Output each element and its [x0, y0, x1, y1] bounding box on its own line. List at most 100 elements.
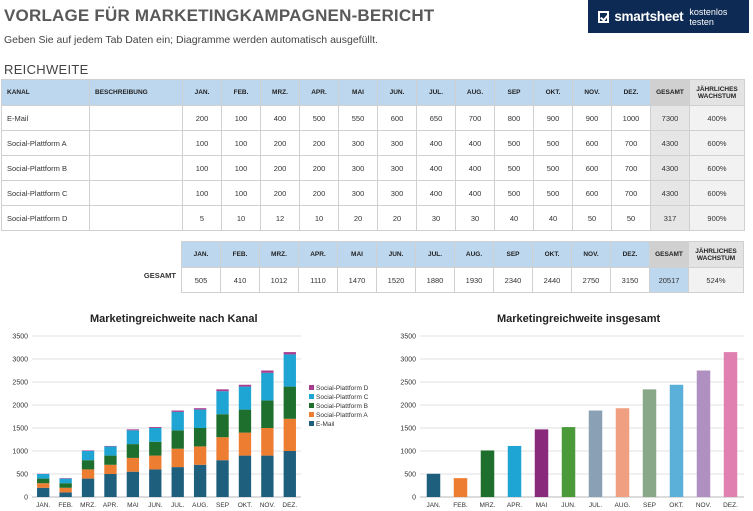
x-tick-label: MRZ. [480, 502, 496, 509]
month-value-cell[interactable]: 500 [533, 155, 573, 181]
header-cell: JUN. [377, 79, 417, 106]
total-bar [669, 384, 684, 497]
x-tick-label: SEP [643, 502, 656, 509]
stacked-bar-segment [81, 478, 95, 497]
month-value-cell[interactable]: 700 [455, 105, 495, 131]
month-value-cell[interactable]: 200 [299, 130, 339, 156]
month-value-cell[interactable]: 100 [221, 105, 261, 131]
stacked-bar-segment [216, 389, 229, 392]
y-tick-label: 2000 [12, 403, 28, 410]
stacked-bar-segment [238, 384, 252, 387]
description-cell[interactable] [89, 205, 183, 231]
stacked-bar-segment [37, 483, 50, 488]
total-month-cell: 410 [220, 267, 260, 293]
x-tick-label: APR. [103, 502, 118, 509]
header-cell: MAI [337, 241, 377, 268]
header-cell: MRZ. [259, 241, 299, 268]
channel-cell[interactable]: Social-Plattform A [1, 130, 90, 156]
description-cell[interactable] [89, 180, 183, 206]
month-value-cell[interactable]: 300 [377, 155, 417, 181]
month-value-cell[interactable]: 100 [221, 180, 261, 206]
x-tick-label: APR. [507, 502, 522, 509]
growth-cell[interactable]: 900% [689, 205, 745, 231]
legend-swatch [309, 412, 314, 417]
month-value-cell[interactable]: 20 [338, 205, 378, 231]
logo-brand: smartsheet [614, 9, 684, 24]
header-cell: APR. [298, 241, 338, 268]
x-tick-label: AUG. [615, 502, 631, 509]
page-subtitle: Geben Sie auf jedem Tab Daten ein; Diagr… [4, 34, 378, 46]
month-value-cell[interactable]: 400 [416, 180, 456, 206]
growth-cell[interactable]: 400% [689, 105, 745, 131]
total-bar [561, 427, 576, 497]
month-value-cell[interactable]: 40 [494, 205, 534, 231]
month-value-cell[interactable]: 200 [182, 105, 222, 131]
legend-label: Social-Plattform B [316, 403, 368, 410]
month-value-cell[interactable]: 100 [221, 155, 261, 181]
y-tick-label: 0 [412, 495, 416, 502]
smartsheet-logo-button[interactable]: smartsheet kostenlos testen [588, 0, 749, 33]
month-value-cell[interactable]: 400 [416, 155, 456, 181]
month-value-cell[interactable]: 50 [611, 205, 651, 231]
stacked-bar-segment [238, 409, 252, 433]
stacked-bar-segment [238, 432, 252, 456]
growth-cell[interactable]: 600% [689, 155, 745, 181]
total-bar [642, 389, 657, 497]
legend-label: E-Mail [316, 421, 335, 428]
total-month-cell: 1880 [415, 267, 455, 293]
y-tick-label: 500 [16, 472, 28, 479]
header-cell: JÄHRLICHES WACHSTUM [688, 241, 744, 268]
total-month-cell: 2340 [493, 267, 533, 293]
stacked-bar-segment [193, 408, 207, 410]
total-cell[interactable]: 7300 [650, 105, 690, 131]
y-tick-label: 0 [24, 495, 28, 502]
total-cell[interactable]: 4300 [650, 155, 690, 181]
x-tick-label: JAN. [36, 502, 50, 509]
channel-cell[interactable]: E-Mail [1, 105, 90, 131]
month-value-cell[interactable]: 600 [572, 155, 612, 181]
stacked-bar-segment [81, 469, 95, 479]
total-cell[interactable]: 4300 [650, 130, 690, 156]
month-value-cell[interactable]: 100 [221, 130, 261, 156]
stacked-bar-segment [59, 492, 72, 497]
month-value-cell[interactable]: 500 [533, 130, 573, 156]
month-value-cell[interactable]: 5 [182, 205, 222, 231]
month-value-cell[interactable]: 400 [455, 130, 495, 156]
table-row: Social-Plattform C 100 100 200 200 300 300 400 4… [1, 180, 745, 206]
total-month-cell: 1110 [298, 267, 338, 293]
total-bar [426, 473, 441, 497]
month-value-cell[interactable]: 600 [377, 105, 417, 131]
y-tick-label: 3000 [400, 357, 416, 364]
month-value-cell[interactable]: 600 [572, 130, 612, 156]
month-value-cell[interactable]: 300 [338, 155, 378, 181]
channel-cell[interactable]: Social-Plattform C [1, 180, 90, 206]
stacked-bar-segment [216, 414, 229, 438]
total-bar [723, 352, 738, 497]
totals-table: JAN. FEB. MRZ. APR. MAI JUN. JUL. AUG. S… [181, 241, 744, 293]
header-cell: JÄHRLICHES WACHSTUM [689, 79, 745, 106]
header-cell: JAN. [181, 241, 221, 268]
month-value-cell[interactable]: 10 [221, 205, 261, 231]
stacked-bar-segment [283, 352, 296, 355]
total-bar [534, 429, 549, 497]
y-tick-label: 3500 [400, 334, 416, 341]
stacked-bar-segment [171, 411, 184, 431]
growth-cell[interactable]: 600% [689, 130, 745, 156]
description-cell[interactable] [89, 155, 183, 181]
stacked-bar-segment [261, 372, 274, 401]
total-bar [615, 408, 630, 497]
legend-label: Social-Plattform C [316, 394, 369, 401]
month-value-cell[interactable]: 12 [260, 205, 300, 231]
stacked-bar-segment [81, 450, 95, 451]
stacked-bar-segment [126, 444, 140, 458]
month-value-cell[interactable]: 400 [416, 130, 456, 156]
month-value-cell[interactable]: 700 [611, 130, 651, 156]
channel-cell[interactable]: Social-Plattform D [1, 205, 90, 231]
y-tick-label: 3000 [12, 357, 28, 364]
total-cell[interactable]: 317 [650, 205, 690, 231]
month-value-cell[interactable]: 200 [260, 155, 300, 181]
month-value-cell[interactable]: 30 [455, 205, 495, 231]
stacked-bar-segment [171, 430, 184, 449]
stacked-bar-segment [216, 437, 229, 461]
month-value-cell[interactable]: 650 [416, 105, 456, 131]
